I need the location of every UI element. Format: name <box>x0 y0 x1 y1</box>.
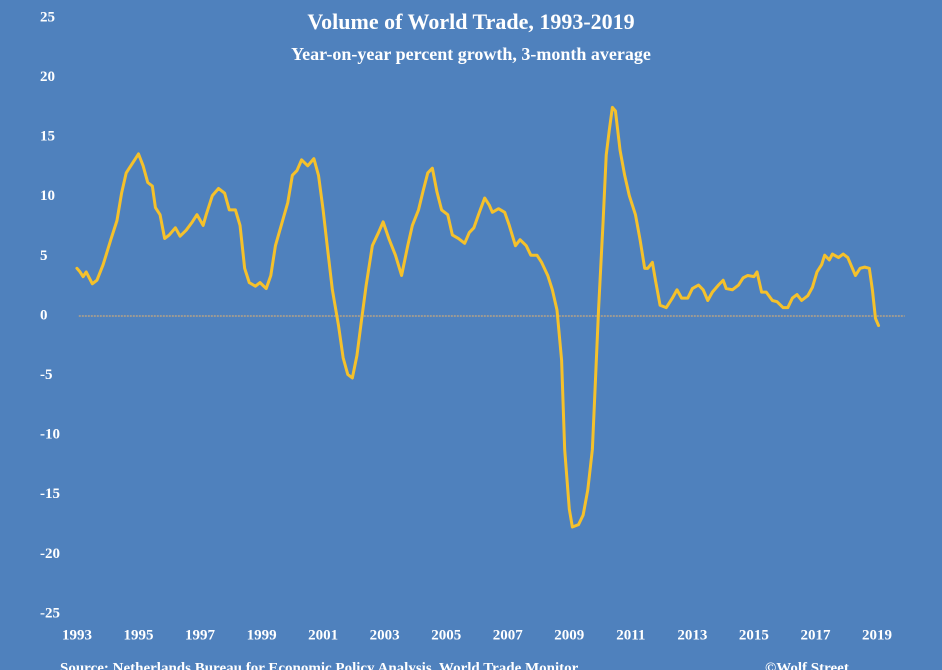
y-tick-label: 5 <box>40 248 48 264</box>
y-tick-label: 10 <box>40 188 55 204</box>
y-tick-label: -10 <box>40 427 60 443</box>
y-tick-label: 0 <box>40 307 48 323</box>
x-tick-label: 2017 <box>800 627 831 643</box>
x-tick-label: 1993 <box>62 627 92 643</box>
y-tick-label: 25 <box>40 9 55 25</box>
y-tick-label: -25 <box>40 605 60 621</box>
x-tick-label: 2007 <box>493 627 524 643</box>
x-tick-label: 2001 <box>308 627 338 643</box>
credit: ©Wolf Street <box>765 660 849 670</box>
source-note: Source: Netherlands Bureau for Economic … <box>60 660 579 670</box>
chart-title: Volume of World Trade, 1993-2019 <box>307 9 634 34</box>
data-line <box>75 105 881 529</box>
y-tick-label: 15 <box>40 129 55 145</box>
y-tick-label: -15 <box>40 486 60 502</box>
x-tick-label: 2009 <box>554 627 584 643</box>
x-tick-label: 2003 <box>370 627 400 643</box>
x-tick-label: 1995 <box>123 627 153 643</box>
x-tick-label: 1997 <box>185 627 216 643</box>
x-tick-label: 1999 <box>247 627 277 643</box>
x-tick-label: 2005 <box>431 627 461 643</box>
x-tick-label: 2019 <box>862 627 892 643</box>
x-tick-label: 2015 <box>739 627 769 643</box>
x-tick-label: 2013 <box>677 627 707 643</box>
chart-subtitle: Year-on-year percent growth, 3-month ave… <box>291 44 651 64</box>
x-tick-label: 2011 <box>616 627 645 643</box>
y-tick-label: -5 <box>40 367 53 383</box>
y-tick-label: 20 <box>40 69 55 85</box>
y-tick-label: -20 <box>40 546 60 562</box>
